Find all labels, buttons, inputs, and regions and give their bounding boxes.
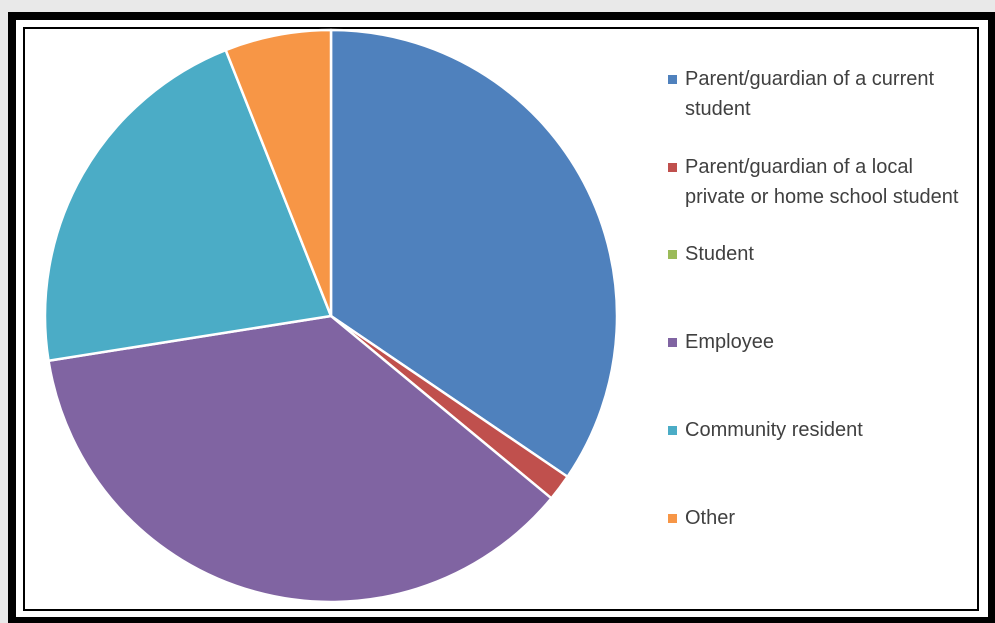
legend-swatch xyxy=(668,514,677,523)
legend-item-student: Student xyxy=(668,239,975,269)
legend-item-parent-current-student: Parent/guardian of a current student xyxy=(668,64,975,124)
legend-label: Parent/guardian of a current student xyxy=(685,68,935,120)
legend-swatch xyxy=(668,163,677,172)
legend-label: Parent/guardian of a local private or ho… xyxy=(685,156,959,208)
pie-slice-other xyxy=(224,28,333,318)
legend-swatch xyxy=(668,75,677,84)
pie-slice-community-resident xyxy=(43,48,333,362)
legend-item-community-resident: Community resident xyxy=(668,415,975,445)
legend-label: Community resident xyxy=(685,419,863,441)
legend-item-other: Other xyxy=(668,503,975,533)
legend-label: Student xyxy=(685,243,754,265)
pie-slice-parent-guardian-of-a-current-student xyxy=(329,28,619,479)
legend-label: Employee xyxy=(685,331,774,353)
legend-swatch xyxy=(668,426,677,435)
legend-label: Other xyxy=(685,507,736,529)
legend-swatch xyxy=(668,250,677,259)
legend-swatch xyxy=(668,338,677,347)
legend-item-employee: Employee xyxy=(668,327,975,357)
legend-item-parent-private-home-school: Parent/guardian of a local private or ho… xyxy=(668,152,975,212)
pie-slice-employee xyxy=(47,314,553,604)
